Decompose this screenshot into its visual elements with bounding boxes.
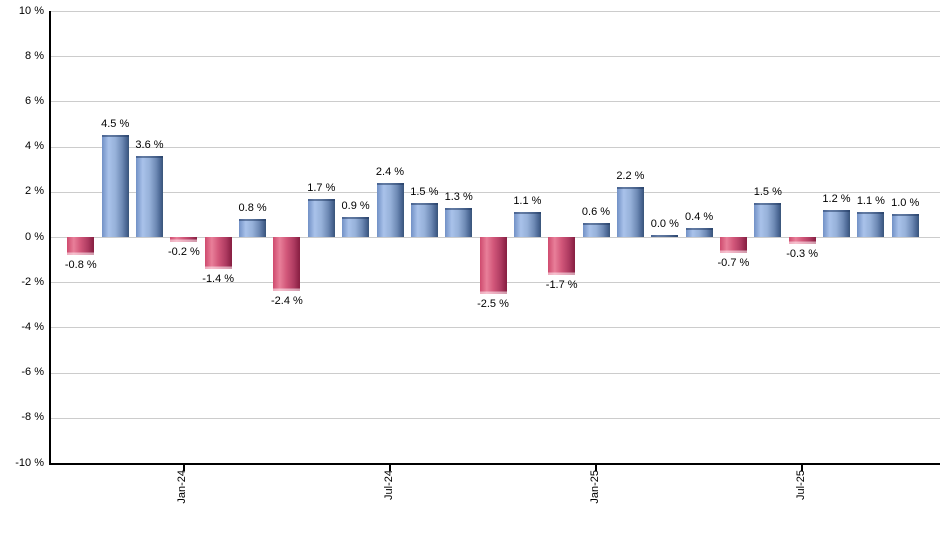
bar-value-label: 0.6 % — [581, 206, 611, 219]
y-axis-tick-label: 10 % — [18, 5, 44, 17]
bar-value-label: 1.7 % — [307, 181, 336, 194]
bar — [685, 228, 713, 237]
bar — [136, 155, 163, 237]
bar-value-label: -0.3 % — [786, 247, 818, 260]
gridline — [49, 327, 940, 328]
bar — [67, 237, 95, 256]
bar-value-label: -1.7 % — [545, 279, 578, 292]
bar — [823, 209, 850, 237]
x-axis-tick-label: Jan-25 — [588, 470, 601, 504]
bar-value-label: 4.5 % — [101, 118, 130, 131]
x-axis-tick-mark — [389, 465, 391, 471]
bar-value-label: 0.8 % — [238, 201, 267, 214]
bar-value-label: 1.1 % — [856, 195, 885, 208]
y-axis-tick-label: -2 % — [21, 276, 44, 288]
x-axis-tick-label: Jan-24 — [176, 470, 189, 504]
bar-value-label: 0.4 % — [685, 211, 714, 223]
y-axis-tick-label: -8 % — [21, 411, 44, 423]
x-axis-tick-label: Jul-25 — [794, 470, 807, 500]
bar-value-label: -0.8 % — [64, 259, 97, 272]
bar — [410, 203, 438, 237]
bar — [582, 223, 610, 237]
bar — [891, 214, 919, 237]
bar-value-label: 1.0 % — [891, 197, 920, 210]
bar-value-label: 1.3 % — [444, 190, 473, 203]
bar — [307, 198, 335, 237]
x-axis-tick-label: Jul-24 — [382, 470, 395, 500]
bar — [651, 234, 679, 237]
x-axis-tick-mark — [801, 465, 804, 471]
bar — [857, 212, 885, 237]
bar — [273, 237, 301, 292]
bar — [342, 216, 370, 237]
bar-value-label: -1.4 % — [202, 272, 235, 285]
bar-value-label: 1.5 % — [753, 186, 782, 199]
gridline — [49, 56, 940, 57]
bar — [754, 203, 782, 237]
y-axis-spine — [49, 11, 51, 465]
bar — [101, 135, 129, 237]
gridline — [49, 192, 940, 193]
gridline — [49, 11, 940, 12]
bar-value-label: -2.4 % — [270, 295, 303, 308]
bar-value-label: 1.5 % — [410, 186, 439, 199]
bar-value-label: 0.0 % — [650, 217, 679, 230]
y-axis-tick-label: -10 % — [15, 457, 44, 469]
gridline — [49, 101, 940, 102]
y-axis-tick-label: -6 % — [21, 366, 44, 378]
bar-value-label: 2.2 % — [616, 170, 645, 183]
bar-value-label: -0.2 % — [167, 245, 200, 258]
bar-value-label: 0.9 % — [341, 199, 370, 212]
bar — [513, 212, 541, 237]
bar — [376, 182, 404, 237]
y-axis-tick-label: -4 % — [21, 321, 44, 333]
bar — [548, 237, 576, 276]
x-axis-spine — [49, 463, 940, 465]
bar-value-label: 1.1 % — [513, 195, 542, 208]
y-axis-tick-label: 4 % — [25, 140, 44, 152]
y-axis-tick-label: 8 % — [25, 50, 44, 62]
bar-value-label: 3.6 % — [135, 138, 164, 151]
bar — [479, 237, 507, 294]
y-axis-tick-label: 6 % — [25, 95, 44, 107]
bar-value-label: 1.2 % — [822, 192, 851, 205]
x-axis-tick-mark — [182, 465, 185, 471]
bar — [788, 237, 816, 244]
bar-value-label: -2.5 % — [477, 297, 509, 310]
bar — [204, 237, 232, 269]
bar — [445, 207, 473, 237]
bar — [170, 237, 198, 242]
y-axis-tick-label: 0 % — [25, 231, 44, 243]
bar — [616, 187, 644, 237]
bar-value-label: -0.7 % — [717, 256, 750, 269]
gridline — [49, 418, 940, 419]
gridline — [49, 147, 940, 148]
bar-value-label: 2.4 % — [375, 165, 405, 178]
bar — [239, 218, 267, 237]
y-axis-tick-label: 2 % — [25, 185, 44, 197]
bar — [719, 237, 747, 253]
gridline — [49, 373, 940, 374]
x-axis-tick-mark — [595, 465, 597, 471]
